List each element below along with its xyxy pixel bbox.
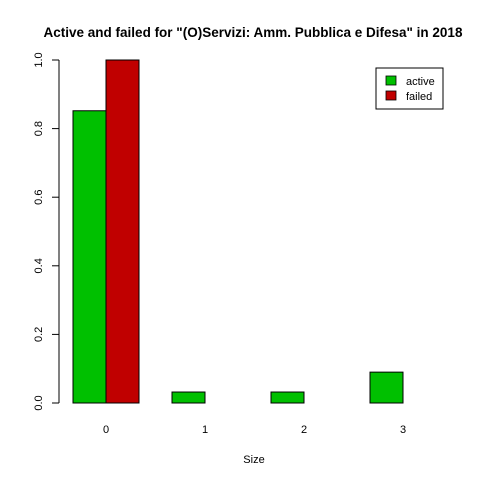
y-tick-label-1: 0.2 (33, 327, 45, 342)
legend-swatch-active (385, 75, 397, 86)
x-axis-label: Size (243, 454, 264, 466)
chart-title: Active and failed for "(O)Servizi: Amm. … (44, 25, 463, 40)
x-axis: 0 1 2 3 (103, 424, 406, 436)
bar-active-2 (270, 391, 305, 404)
y-tick-label-2: 0.4 (33, 258, 45, 273)
x-tick-label-2: 2 (301, 424, 307, 436)
y-tick-label-5: 1.0 (33, 52, 45, 67)
legend-swatch-failed (385, 90, 397, 101)
x-tick-label-0: 0 (103, 424, 109, 436)
y-tick-label-0: 0.0 (33, 395, 45, 410)
y-axis: 0.0 0.2 0.4 0.6 0.8 1.0 (33, 52, 60, 411)
bar-active-1 (171, 391, 206, 404)
legend-label-failed: failed (406, 91, 432, 103)
legend-box (375, 67, 444, 110)
legend: active failed (375, 67, 444, 110)
legend-label-active: active (406, 76, 435, 88)
y-tick-label-4: 0.8 (33, 121, 45, 136)
bar-active-3 (369, 371, 404, 404)
bar-failed-0 (105, 59, 140, 404)
bars-group (72, 59, 404, 404)
bar-active-0 (72, 110, 107, 404)
x-tick-label-1: 1 (202, 424, 208, 436)
x-tick-label-3: 3 (400, 424, 406, 436)
y-tick-label-3: 0.6 (33, 190, 45, 205)
